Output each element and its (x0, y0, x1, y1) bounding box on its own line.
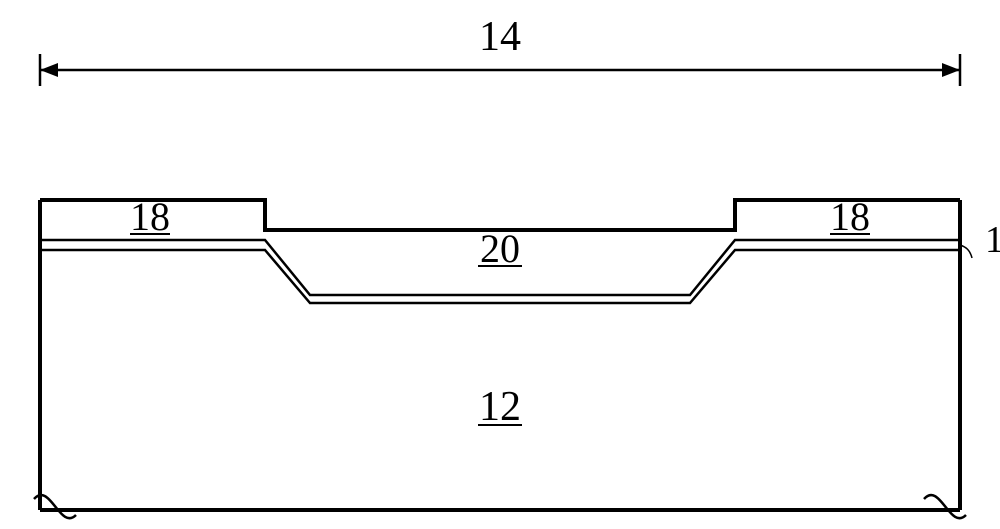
dimension-label-14: 14 (479, 14, 521, 60)
region-label-18-left: 18 (130, 194, 170, 239)
dimension-14: 14 (40, 14, 960, 86)
region-label-20: 20 (480, 226, 520, 271)
region-label-16: 16 (985, 219, 1000, 261)
region-label-12: 12 (479, 384, 521, 430)
region-labels: 18 18 20 16 (130, 194, 1000, 271)
diagram-canvas: 14 12 18 18 20 16 (0, 0, 1000, 524)
substrate-12: 12 (34, 240, 966, 518)
region-label-18-right: 18 (830, 194, 870, 239)
